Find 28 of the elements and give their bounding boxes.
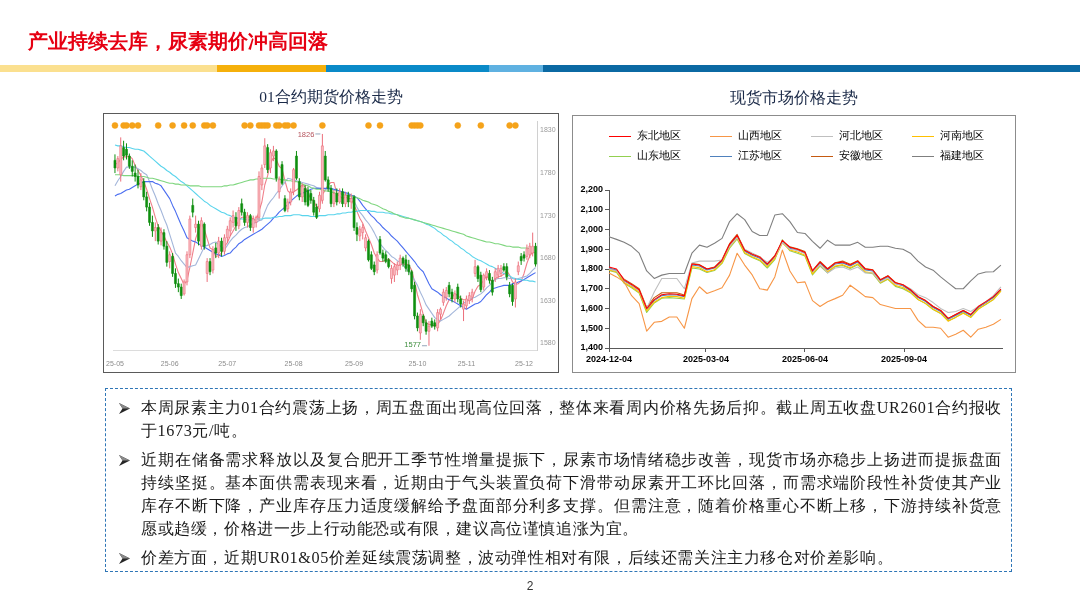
legend-label: 安徽地区 bbox=[839, 149, 883, 163]
y-tick-label: 2,100 bbox=[580, 204, 603, 215]
legend-label: 河南地区 bbox=[940, 129, 984, 143]
legend-label: 河北地区 bbox=[839, 129, 883, 143]
text: 产业持续去库，尿素期价冲高回落 bbox=[28, 29, 328, 54]
y-tick-label: 1,500 bbox=[580, 322, 603, 333]
text: 2 bbox=[525, 578, 535, 594]
text: 本周尿素主力01合约震荡上扬，周五盘面出现高位回落，整体来看周内价格先扬后抑。截止周五收盘UR2601合约报收于1673元/吨。 bbox=[141, 399, 1002, 440]
y-tick-label: 2,200 bbox=[580, 184, 603, 195]
chart-title: 01合约期货价格走势 bbox=[258, 87, 404, 107]
x-tick-label: 2024-12-04 bbox=[585, 353, 633, 364]
text: 近期在储备需求释放以及复合肥开工季节性增量提振下，尿素市场情绪稳步改善，现货市场亦稳步上扬进而提振盘面持续坚挺。基本面供需表现来看，近期由于气头装置负荷下滑带动尿素开工环比回落，而需求端阶段性补货使其产业库存不断下降，产业库存压力适度缓解给予盘面部分利多支撑。但需注意，随着价格重心不断上移，下游持续补货意愿或趋缓，价格进一步上行动能恐或有限，建议高位谨慎追涨为宜。 bbox=[141, 451, 1002, 538]
y-tick-label: 1,700 bbox=[580, 283, 603, 294]
y-tick-label: 1,600 bbox=[580, 302, 603, 313]
legend-label: 山西地区 bbox=[738, 129, 782, 143]
x-tick-label: 2025-03-04 bbox=[682, 353, 729, 364]
legend-label: 山东地区 bbox=[637, 149, 681, 163]
chart-title: 现货市场价格走势 bbox=[729, 88, 859, 108]
legend-label: 福建地区 bbox=[940, 149, 984, 163]
x-tick-label: 2025-06-04 bbox=[781, 353, 828, 364]
legend-label: 东北地区 bbox=[637, 129, 681, 143]
text: 价差方面，近期UR01&05价差延续震荡调整，波动弹性相对有限，后续还需关注主力移仓对价差影响。 bbox=[141, 549, 894, 567]
legend-label: 江苏地区 bbox=[738, 149, 782, 163]
y-tick-label: 2,000 bbox=[580, 223, 603, 234]
y-tick-label: 1,400 bbox=[580, 342, 603, 353]
y-tick-label: 1,800 bbox=[580, 263, 603, 274]
x-tick-label: 2025-09-04 bbox=[881, 353, 928, 364]
y-tick-label: 1,900 bbox=[580, 243, 603, 254]
